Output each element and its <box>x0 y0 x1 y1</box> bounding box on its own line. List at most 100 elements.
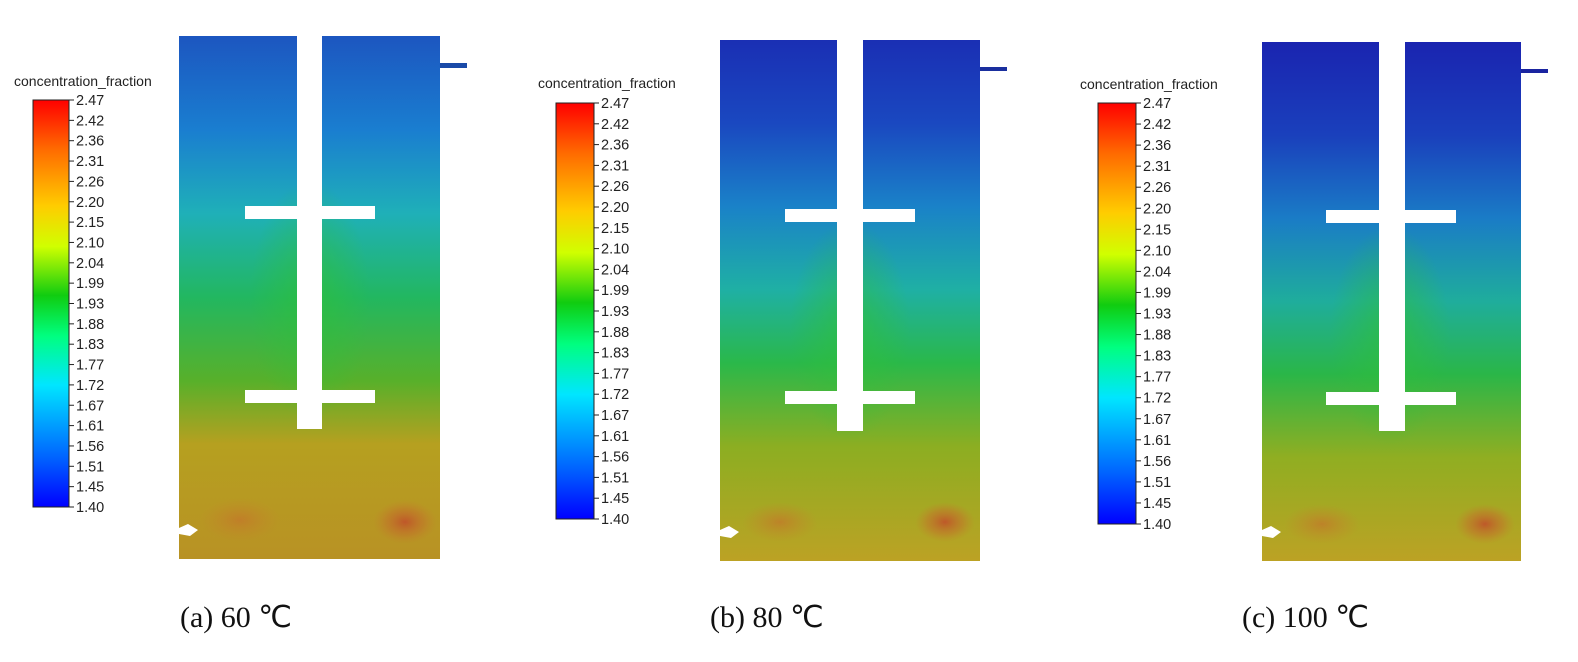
panel-a: concentration_fraction 2.47 2.42 2.36 2.31 2… <box>14 36 467 634</box>
colorbar-tick-label: 2.42 <box>1143 117 1171 133</box>
warm-spot-left <box>1284 504 1360 544</box>
colorbar-tick-label: 1.83 <box>1143 349 1171 365</box>
colorbar-tick-label: 1.93 <box>76 297 104 313</box>
outlet-pipe <box>1521 69 1548 73</box>
colorbar-tick-label: 1.72 <box>76 378 104 394</box>
colorbar-tick-label: 1.61 <box>76 419 104 435</box>
colorbar-tick-label: 1.77 <box>76 358 104 374</box>
colorbar-c: concentration_fraction 2.47 2.42 2.36 2.31 2… <box>1080 76 1218 533</box>
outlet-pipe <box>440 63 467 68</box>
colorbar-tick-label: 2.15 <box>1143 222 1171 238</box>
colorbar-tick-label: 2.26 <box>1143 180 1171 196</box>
colorbar-gradient <box>1097 102 1137 525</box>
caption-b: (b) 80 ℃ <box>710 601 824 634</box>
colorbar-tick-label: 1.93 <box>1143 307 1171 323</box>
colorbar-tick-label: 2.42 <box>76 113 104 129</box>
colorbar-tick-label: 1.99 <box>76 276 104 292</box>
colorbar-tick-label: 2.31 <box>601 158 629 174</box>
impeller-shaft <box>837 40 863 431</box>
colorbar-tick-label: 2.26 <box>601 179 629 195</box>
colorbar-a: concentration_fraction 2.47 2.42 2.36 2.31 2… <box>14 73 152 516</box>
colorbar-tick-label: 1.40 <box>76 500 104 516</box>
colorbar-tick-label: 2.26 <box>76 174 104 190</box>
colorbar-tick-label: 2.36 <box>1143 138 1171 154</box>
colorbar-tick-label: 1.93 <box>601 304 629 320</box>
colorbar-tick-label: 1.77 <box>601 366 629 382</box>
inlet-nozzle <box>720 526 739 538</box>
colorbar-tick-label: 1.61 <box>1143 433 1171 449</box>
warm-spot-left <box>742 502 818 542</box>
colorbar-tick-label: 1.51 <box>1143 475 1171 491</box>
colorbar-tick-label: 2.15 <box>76 215 104 231</box>
colorbar-tick-label: 1.83 <box>601 346 629 362</box>
colorbar-tick-label: 1.99 <box>601 283 629 299</box>
colorbar-tick-label: 2.47 <box>1143 96 1171 112</box>
colorbar-tick-label: 1.83 <box>76 337 104 353</box>
colorbar-tick-label: 2.10 <box>601 242 629 258</box>
upper-impeller-blade <box>785 209 915 222</box>
caption-a: (a) 60 ℃ <box>180 601 292 634</box>
colorbar-tick-label: 2.42 <box>601 117 629 133</box>
colorbar-tick-label: 2.20 <box>601 200 629 216</box>
colorbar-tick-label: 2.04 <box>76 256 104 272</box>
colorbar-tick-label: 1.61 <box>601 429 629 445</box>
colorbar-gradient <box>32 99 70 508</box>
lower-impeller-blade <box>785 391 915 404</box>
colorbar-tick-label: 1.77 <box>1143 370 1171 386</box>
colorbar-tick-label: 2.04 <box>601 262 629 278</box>
colorbar-tick-label: 1.51 <box>76 459 104 475</box>
colorbar-tick-label: 1.67 <box>76 398 104 414</box>
inlet-nozzle <box>179 524 198 536</box>
colorbar-tick-label: 2.10 <box>76 235 104 251</box>
lower-impeller-blade <box>1326 392 1456 405</box>
colorbar-tick-label: 1.56 <box>1143 454 1171 470</box>
impeller-shaft <box>1379 42 1405 431</box>
colorbar-tick-label: 1.56 <box>601 450 629 466</box>
hot-spot-right <box>1455 504 1515 544</box>
panel-b: concentration_fraction 2.47 2.42 2.36 2.31 2… <box>538 40 1007 634</box>
colorbar-tick-label: 2.47 <box>76 93 104 109</box>
tank-b <box>720 40 1007 561</box>
tank-a <box>179 36 467 559</box>
colorbar-tick-label: 1.51 <box>601 470 629 486</box>
outlet-pipe <box>980 67 1007 71</box>
colorbar-tick-label: 2.36 <box>601 138 629 154</box>
colorbar-tick-label: 1.56 <box>76 439 104 455</box>
colorbar-title: concentration_fraction <box>538 75 676 91</box>
colorbar-tick-label: 2.36 <box>76 134 104 150</box>
colorbar-tick-label: 1.40 <box>1143 517 1171 533</box>
upper-impeller-blade <box>1326 210 1456 223</box>
colorbar-tick-label: 2.47 <box>601 96 629 112</box>
colorbar-gradient <box>555 102 595 520</box>
colorbar-tick-label: 1.40 <box>601 512 629 528</box>
panel-c: concentration_fraction 2.47 2.42 2.36 2.31 2… <box>1080 42 1548 634</box>
hot-spot-right <box>373 500 437 544</box>
warm-spot-left <box>200 498 280 542</box>
colorbar-tick-label: 1.45 <box>1143 496 1171 512</box>
colorbar-tick-label: 2.31 <box>1143 159 1171 175</box>
colorbar-tick-label: 1.88 <box>1143 328 1171 344</box>
hot-spot-right <box>915 502 975 542</box>
colorbar-tick-label: 1.67 <box>1143 412 1171 428</box>
colorbar-tick-label: 2.20 <box>76 195 104 211</box>
colorbar-tick-label: 2.15 <box>601 221 629 237</box>
colorbar-tick-label: 1.88 <box>601 325 629 341</box>
colorbar-b: concentration_fraction 2.47 2.42 2.36 2.31 2… <box>538 75 676 528</box>
colorbar-tick-label: 1.67 <box>601 408 629 424</box>
colorbar-tick-label: 1.72 <box>601 387 629 403</box>
tank-c <box>1262 42 1548 561</box>
impeller-shaft <box>297 36 322 429</box>
colorbar-title: concentration_fraction <box>14 73 152 89</box>
colorbar-tick-label: 2.04 <box>1143 264 1171 280</box>
inlet-nozzle <box>1262 526 1281 538</box>
lower-impeller-blade <box>245 390 375 403</box>
colorbar-tick-label: 1.99 <box>1143 285 1171 301</box>
colorbar-tick-label: 1.45 <box>601 491 629 507</box>
caption-c: (c) 100 ℃ <box>1242 601 1369 634</box>
colorbar-tick-label: 2.20 <box>1143 201 1171 217</box>
colorbar-title: concentration_fraction <box>1080 76 1218 92</box>
colorbar-tick-label: 1.88 <box>76 317 104 333</box>
colorbar-tick-label: 1.72 <box>1143 391 1171 407</box>
colorbar-tick-label: 1.45 <box>76 480 104 496</box>
